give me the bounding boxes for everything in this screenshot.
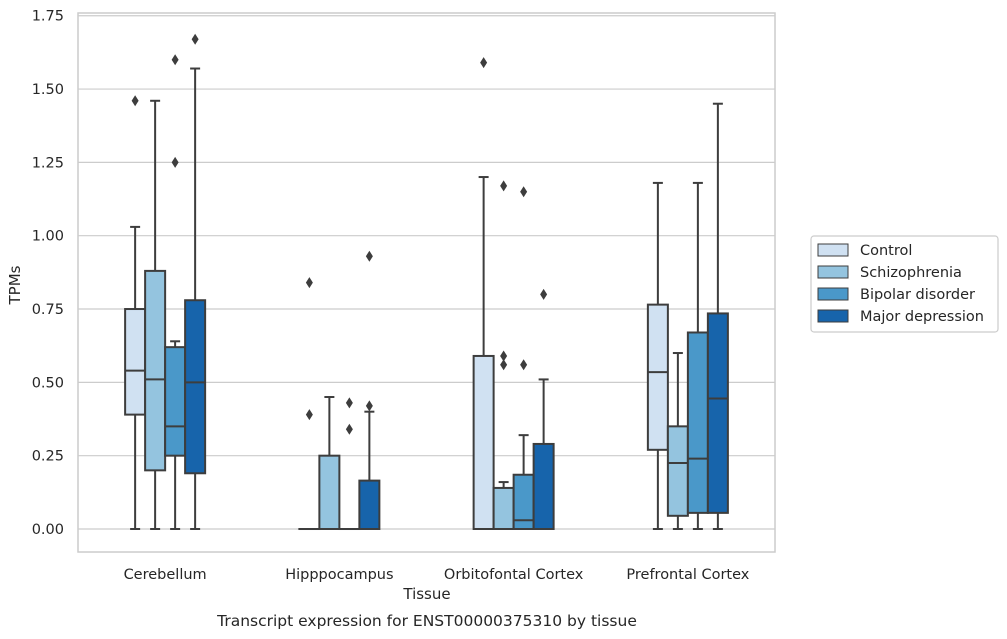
box-control [124, 95, 147, 530]
y-tick-label: 1.25 [32, 155, 64, 171]
iqr-box [686, 331, 709, 514]
y-tick-label: 0.75 [32, 302, 64, 318]
legend-label: Major depression [860, 309, 984, 325]
legend-swatch [817, 265, 849, 279]
y-tick-label: 1.00 [32, 229, 64, 245]
box-schizophrenia [492, 180, 515, 530]
box-schizophrenia [666, 352, 689, 530]
y-tick-label: 1.75 [32, 9, 64, 25]
legend-label: Control [860, 243, 912, 259]
boxes [124, 33, 729, 531]
iqr-box [184, 299, 207, 475]
iqr-box [164, 346, 187, 457]
x-tick-labels: Cerebellum Hipppocampus Orbitofontal Corte… [124, 567, 750, 583]
x-tick-label: Cerebellum [124, 567, 207, 583]
x-tick-label: Orbitofontal Cortex [444, 567, 584, 583]
box-major-depression [184, 33, 207, 530]
iqr-box [124, 308, 147, 416]
box-major-depression [706, 102, 729, 530]
box-bipolar-disorder [512, 186, 535, 530]
outlier-point [171, 156, 179, 168]
y-tick-label: 0.50 [32, 375, 64, 391]
y-tick-label: 0.25 [32, 449, 64, 465]
legend-label: Schizophrenia [860, 265, 962, 281]
legend-frame [810, 235, 999, 333]
y-tick-label: 0.00 [32, 522, 64, 538]
outlier-point [171, 54, 179, 66]
outlier-point [520, 186, 528, 198]
outlier-point [500, 359, 508, 371]
legend-swatch [817, 243, 849, 257]
box-schizophrenia [144, 99, 167, 530]
iqr-box [358, 479, 381, 530]
iqr-box [532, 442, 555, 530]
box-bipolar-disorder [338, 397, 361, 531]
y-tick-labels: 0.00 0.25 0.50 0.75 1.00 1.25 1.50 1.75 [32, 9, 64, 538]
x-tick-label: Hipppocampus [285, 567, 393, 583]
y-tick-label: 1.50 [32, 82, 64, 98]
x-tick-label: Prefrontal Cortex [626, 567, 749, 583]
outlier-point [540, 288, 548, 300]
legend: Control Schizophrenia Bipolar disorder Majo… [810, 235, 999, 333]
box-control [472, 57, 495, 530]
iqr-box [318, 454, 341, 530]
iqr-box [144, 269, 167, 472]
chart-caption: Transcript expression for ENST0000037531… [216, 612, 637, 630]
box-bipolar-disorder [164, 54, 187, 530]
iqr-box [472, 354, 495, 530]
legend-swatch [817, 309, 849, 323]
iqr-box [646, 303, 669, 451]
outlier-point [520, 359, 528, 371]
outlier-point [305, 409, 313, 421]
x-axis-label: Tissue [402, 585, 450, 603]
box-major-depression [358, 250, 381, 530]
outlier-point [365, 400, 373, 412]
box-control [298, 277, 321, 531]
iqr-box [492, 486, 515, 530]
plot-frame [77, 12, 776, 553]
outlier-point [305, 277, 313, 289]
legend-swatch [817, 287, 849, 301]
box-bipolar-disorder [686, 181, 709, 530]
outlier-point [500, 180, 508, 192]
outlier-point [480, 57, 488, 69]
box-schizophrenia [318, 396, 341, 530]
iqr-box [666, 425, 689, 517]
legend-label: Bipolar disorder [860, 287, 975, 303]
outlier-point [131, 95, 139, 107]
outlier-point [500, 350, 508, 362]
iqr-box [706, 312, 729, 514]
outlier-point [191, 33, 199, 45]
outlier-point [345, 397, 353, 409]
outlier-point [345, 423, 353, 435]
y-axis-label: TPMs [6, 265, 24, 305]
box-control [646, 181, 669, 530]
outlier-point [365, 250, 373, 262]
box-major-depression [532, 288, 555, 530]
